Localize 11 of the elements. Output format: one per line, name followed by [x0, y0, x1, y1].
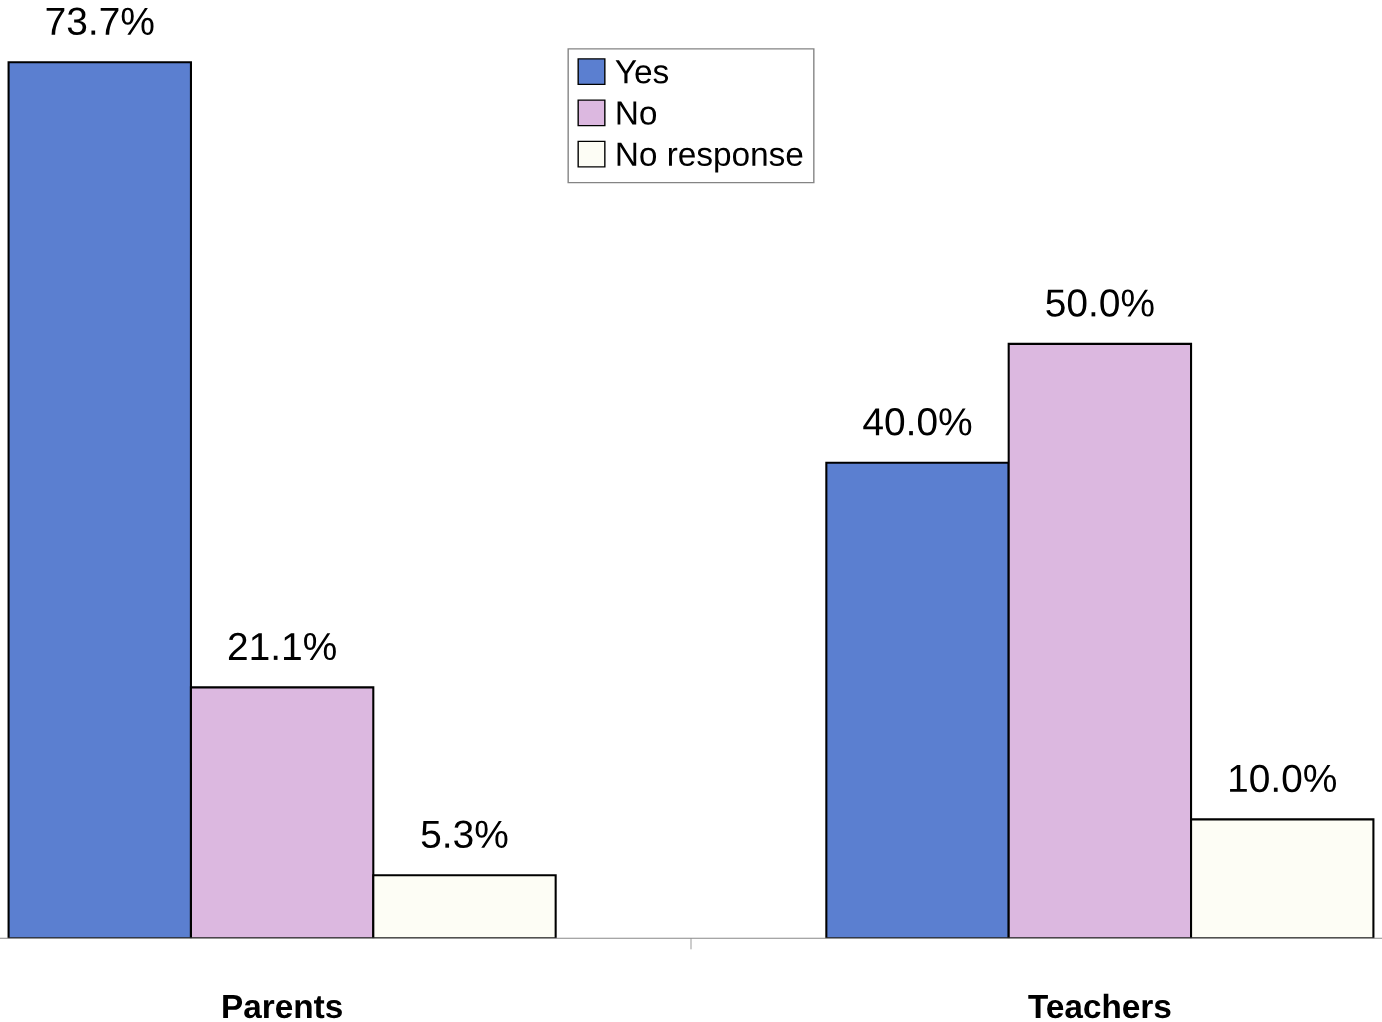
legend-label: No response — [617, 142, 803, 173]
legend-label: No — [617, 101, 657, 125]
legend-label: Yes — [615, 60, 669, 84]
data-label: 40.0% — [863, 408, 972, 436]
data-label: 10.0% — [1230, 764, 1336, 793]
data-label: 73.7% — [46, 7, 154, 36]
data-label: 50.0% — [1046, 289, 1154, 317]
x-tick-label: Teachers — [1028, 993, 1171, 1019]
data-label: 21.1% — [228, 632, 336, 661]
x-tick-label: Parents — [223, 994, 342, 1019]
data-label: 5.3% — [421, 820, 508, 849]
